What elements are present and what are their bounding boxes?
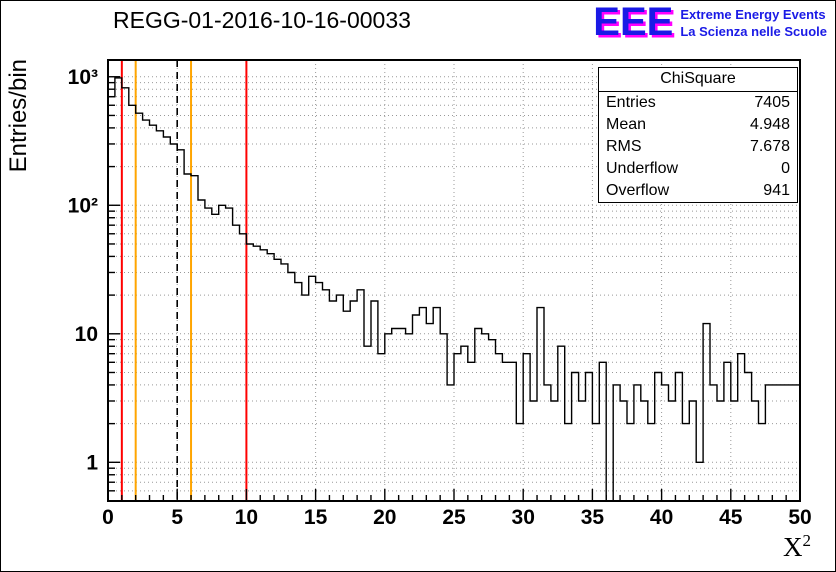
stats-label: Entries <box>606 94 656 111</box>
stats-label: Underflow <box>606 160 679 177</box>
axis-tick-labels: 0 5 10 15 20 25 30 35 40 45 50 1 10 10² 10³ <box>68 66 812 529</box>
x-axis-title-base: X <box>783 532 803 562</box>
stats-row-entries: Entries 7405 <box>599 92 797 114</box>
y-axis-title: Entries/bin <box>5 59 32 173</box>
stats-box-header: ChiSquare <box>599 68 797 92</box>
stats-label: Overflow <box>606 182 670 199</box>
stats-label: Mean <box>606 116 647 133</box>
stats-box: ChiSquare Entries 7405 Mean 4.948 RMS 7.… <box>598 67 798 203</box>
eee-logo-text: Extreme Energy Events La Scienza nelle S… <box>680 3 827 40</box>
histogram-line <box>108 77 800 502</box>
axis-ticks <box>107 76 801 501</box>
stats-value: 4.948 <box>749 116 790 133</box>
svg-text:0: 0 <box>102 506 114 529</box>
svg-text:10: 10 <box>235 506 258 529</box>
svg-text:40: 40 <box>650 506 673 529</box>
svg-text:5: 5 <box>171 506 183 529</box>
stats-value: 0 <box>781 160 790 177</box>
svg-text:35: 35 <box>581 506 605 529</box>
stats-row-rms: RMS 7.678 <box>599 136 797 158</box>
stats-row-underflow: Underflow 0 <box>599 158 797 180</box>
eee-logo-line2: La Scienza nelle Scuole <box>680 24 827 39</box>
stats-value: 7405 <box>754 94 790 111</box>
svg-text:20: 20 <box>373 506 396 529</box>
svg-text:50: 50 <box>788 506 811 529</box>
plot-title: REGG-01-2016-10-16-00033 <box>113 7 411 33</box>
svg-text:15: 15 <box>304 506 328 529</box>
stats-value: 7.678 <box>749 138 790 155</box>
stats-label: RMS <box>606 138 642 155</box>
x-axis-title: X2 <box>783 531 811 563</box>
eee-logo-line1: Extreme Energy Events <box>680 7 826 22</box>
svg-text:30: 30 <box>512 506 535 529</box>
eee-logo: EEE Extreme Energy Events La Scienza nel… <box>593 0 827 44</box>
svg-text:10: 10 <box>75 323 98 346</box>
stats-row-overflow: Overflow 941 <box>599 180 797 202</box>
threshold-lines <box>120 60 248 501</box>
stats-row-mean: Mean 4.948 <box>599 114 797 136</box>
eee-logo-letters: EEE <box>593 0 674 44</box>
stats-value: 941 <box>763 182 790 199</box>
svg-text:25: 25 <box>442 506 466 529</box>
x-axis-title-exponent: 2 <box>802 531 812 550</box>
svg-text:1: 1 <box>86 451 98 474</box>
svg-text:10³: 10³ <box>68 66 98 89</box>
svg-text:10²: 10² <box>68 194 98 217</box>
svg-text:45: 45 <box>719 506 743 529</box>
